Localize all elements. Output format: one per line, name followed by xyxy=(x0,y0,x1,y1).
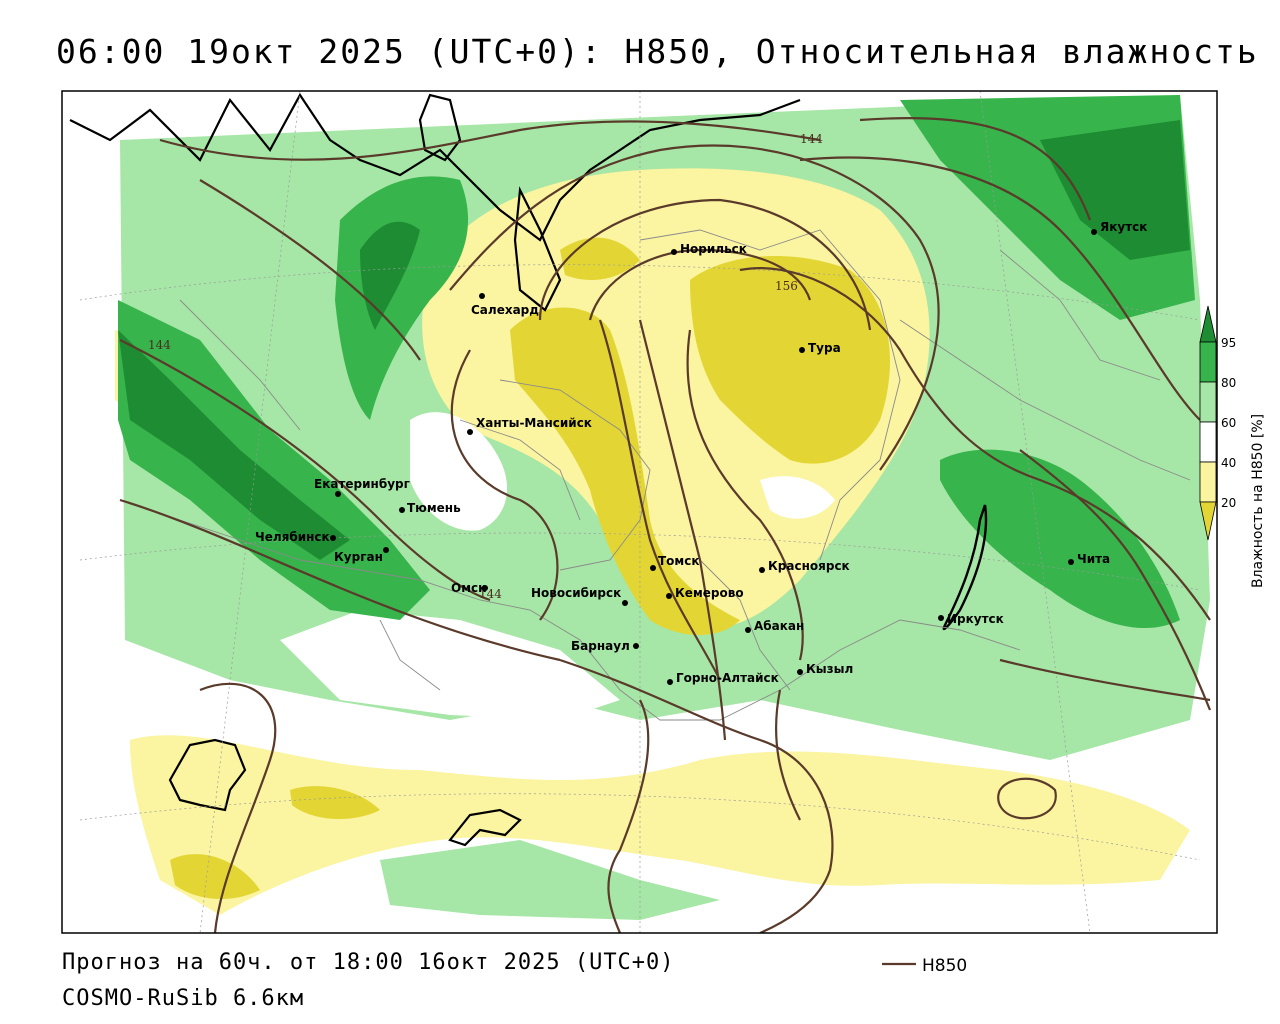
colorbar-tick: 60 xyxy=(1221,416,1236,430)
svg-text:Иркутск: Иркутск xyxy=(947,612,1004,626)
city-yekaterinburg: Екатеринбург xyxy=(314,477,410,497)
city-kurgan: Курган xyxy=(334,547,389,564)
aral-coast xyxy=(448,808,522,847)
coastline xyxy=(418,93,462,162)
svg-text:Барнаул: Барнаул xyxy=(571,639,630,653)
contour-label: 156 xyxy=(775,279,798,293)
svg-text:Тура: Тура xyxy=(808,341,841,355)
city-markers: Якутск Норильск Салехард Тура Ханты-Манс… xyxy=(255,220,1147,685)
city-tura: Тура xyxy=(799,341,841,355)
humidity-lt20-region xyxy=(170,854,260,900)
svg-text:Красноярск: Красноярск xyxy=(768,559,850,573)
svg-text:Кызыл: Кызыл xyxy=(806,662,853,676)
humidity-lt20-region xyxy=(290,786,380,820)
humidity-lt20-region xyxy=(690,256,890,464)
city-kyzyl: Кызыл xyxy=(797,662,853,676)
svg-text:Тюмень: Тюмень xyxy=(407,501,461,515)
city-novosibirsk: Новосибирск xyxy=(531,586,628,606)
humidity-80-95-region xyxy=(335,176,469,420)
svg-text:Челябинск: Челябинск xyxy=(255,530,330,544)
contour-label: 144 xyxy=(800,132,823,146)
colorbar: 95 80 60 40 20 Влажность на H850 [%] xyxy=(1199,305,1266,588)
map-frame-area: 144 156 144 144 Якутск Норильск Салехард… xyxy=(62,91,1217,933)
humidity-20-40-region xyxy=(130,735,1190,915)
humidity-lt20-region xyxy=(510,307,740,635)
humidity-gt95-region xyxy=(1040,120,1190,260)
city-krasnoyarsk: Красноярск xyxy=(759,559,850,573)
contour-label: 144 xyxy=(148,338,171,352)
colorbar-tick: 40 xyxy=(1221,456,1236,470)
model-info: COSMO-RuSib 6.6км xyxy=(62,986,305,1011)
forecast-info: Прогноз на 60ч. от 18:00 16окт 2025 (UTC… xyxy=(62,950,675,975)
caspian-coast xyxy=(168,738,247,812)
city-yakutsk: Якутск xyxy=(1091,220,1147,235)
humidity-40-60-region xyxy=(280,610,620,720)
humidity-60-80-region xyxy=(380,840,720,920)
svg-text:Чита: Чита xyxy=(1077,552,1110,566)
humidity-40-60-region xyxy=(410,412,508,531)
city-tomsk: Томск xyxy=(650,554,700,571)
humidity-80-95-region xyxy=(940,449,1180,629)
svg-text:Томск: Томск xyxy=(658,554,700,568)
svg-text:Якутск: Якутск xyxy=(1100,220,1147,234)
h850-contours xyxy=(119,117,1212,933)
city-irkutsk: Иркутск xyxy=(938,612,1004,626)
humidity-gt95-region xyxy=(360,221,420,330)
svg-text:Салехард: Салехард xyxy=(471,303,539,317)
svg-text:Горно-Алтайск: Горно-Алтайск xyxy=(676,671,779,685)
colorbar-80-95 xyxy=(1199,341,1217,383)
city-barnaul: Барнаул xyxy=(571,639,639,653)
humidity-40-60-region xyxy=(760,476,835,519)
humidity-gt95-region xyxy=(118,330,350,560)
colorbar-tick: 95 xyxy=(1221,336,1236,350)
coastline xyxy=(513,186,562,312)
colorbar-20-40 xyxy=(1199,461,1217,503)
legend: H850 xyxy=(882,956,967,976)
city-gorno-altaysk: Горно-Алтайск xyxy=(667,671,779,685)
colorbar-60-80 xyxy=(1199,381,1217,423)
svg-text:Абакан: Абакан xyxy=(754,619,804,633)
colorbar-arrow-bottom xyxy=(1199,501,1217,541)
admin-boundaries xyxy=(119,229,1191,721)
svg-text:Омск: Омск xyxy=(451,581,486,595)
colorbar-40-60 xyxy=(1199,421,1217,463)
svg-text:Новосибирск: Новосибирск xyxy=(531,586,621,600)
city-abakan: Абакан xyxy=(745,619,804,633)
city-chita: Чита xyxy=(1068,552,1110,566)
city-chelyabinsk: Челябинск xyxy=(255,530,336,544)
map-border xyxy=(61,90,1218,934)
colorbar-tick: 80 xyxy=(1221,376,1236,390)
svg-text:Курган: Курган xyxy=(334,550,383,564)
city-salekhard: Салехард xyxy=(471,293,539,317)
city-tyumen: Тюмень xyxy=(399,501,461,515)
colorbar-tick: 20 xyxy=(1221,496,1236,510)
svg-text:Норильск: Норильск xyxy=(680,242,747,256)
city-norilsk: Норильск xyxy=(671,242,747,256)
city-omsk: Омск xyxy=(451,581,488,595)
svg-text:Екатеринбург: Екатеринбург xyxy=(314,477,410,491)
colorbar-title: Влажность на H850 [%] xyxy=(1250,414,1266,588)
city-khanty-mansiysk: Ханты-Мансийск xyxy=(467,416,592,435)
legend-label: H850 xyxy=(922,956,967,976)
svg-text:Кемерово: Кемерово xyxy=(675,586,744,600)
svg-text:Ханты-Мансийск: Ханты-Мансийск xyxy=(476,416,592,430)
map-title: 06:00 19окт 2025 (UTC+0): H850, Относите… xyxy=(56,32,1259,71)
city-kemerovo: Кемерово xyxy=(666,586,744,600)
